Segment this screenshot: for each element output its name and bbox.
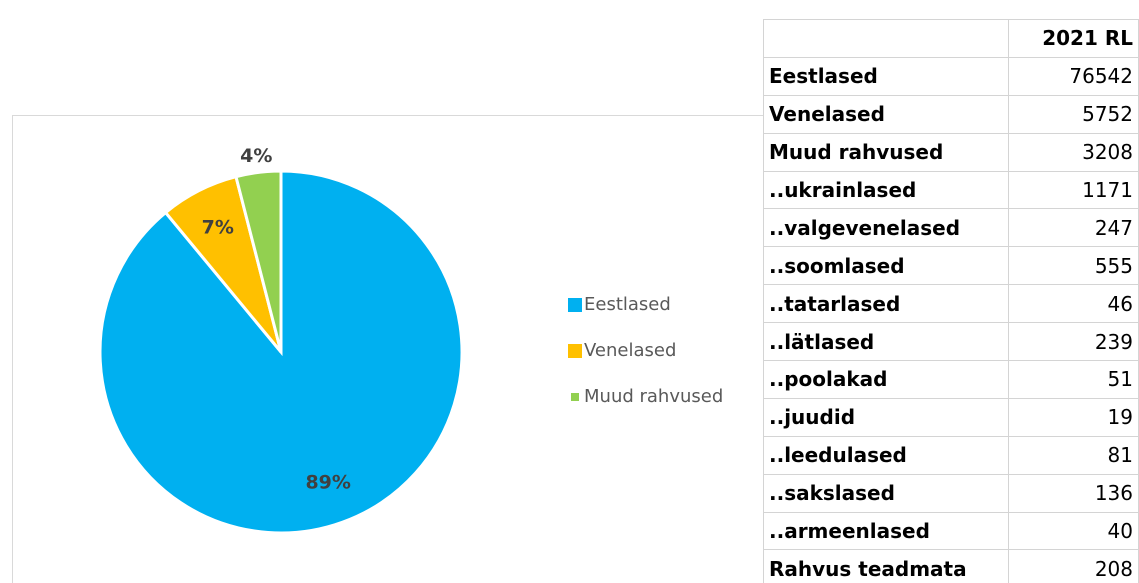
header-cell: 2021 RL — [1007, 19, 1139, 58]
row-label: ..poolakad — [763, 360, 1009, 399]
row-label: ..sakslased — [763, 473, 1009, 513]
data-label: 7% — [202, 216, 234, 238]
data-label: 4% — [240, 145, 272, 167]
data-label: 89% — [305, 472, 350, 494]
row-label: Venelased — [763, 94, 1009, 134]
row-label: Rahvus teadmata — [763, 549, 1009, 583]
table-row: ..armeenlased 40 — [763, 511, 1139, 551]
table-row: ..tatarlased 46 — [763, 284, 1139, 324]
pie-slice — [234, 169, 283, 353]
table-row: ..valgevenelased 247 — [763, 208, 1139, 248]
row-label: Eestlased — [763, 56, 1009, 96]
row-value: 46 — [1007, 284, 1139, 324]
row-label: ..soomlased — [763, 246, 1009, 286]
row-value: 239 — [1007, 322, 1139, 362]
row-value: 76542 — [1007, 56, 1139, 96]
row-label: ..lätlased — [763, 322, 1009, 362]
row-value: 51 — [1007, 360, 1139, 399]
row-value: 555 — [1007, 246, 1139, 286]
row-value: 19 — [1007, 397, 1139, 437]
data-table: 2021 RL Eestlased 76542 Venelased 5752 Muud … — [763, 19, 1139, 583]
header-blank — [763, 19, 1009, 58]
row-value: 247 — [1007, 208, 1139, 248]
table-row: ..poolakad 51 — [763, 360, 1139, 399]
legend-label: Venelased — [584, 340, 676, 361]
table-row: Eestlased 76542 — [763, 56, 1139, 96]
table-row: ..ukrainlased 1171 — [763, 170, 1139, 210]
row-label: Muud rahvused — [763, 132, 1009, 172]
row-value: 40 — [1007, 511, 1139, 551]
row-value: 1171 — [1007, 170, 1139, 210]
legend-swatch — [568, 298, 582, 312]
row-value: 208 — [1007, 549, 1139, 583]
row-label: ..valgevenelased — [763, 208, 1009, 248]
table-row: Muud rahvused 3208 — [763, 132, 1139, 172]
legend-label: Muud rahvused — [584, 386, 723, 407]
legend-swatch — [568, 344, 582, 358]
table-row: ..soomlased 555 — [763, 246, 1139, 286]
row-label: ..ukrainlased — [763, 170, 1009, 210]
row-value: 136 — [1007, 473, 1139, 513]
table-row: ..lätlased 239 — [763, 322, 1139, 362]
row-value: 5752 — [1007, 94, 1139, 134]
table-row: ..juudid 19 — [763, 397, 1139, 437]
row-label: ..tatarlased — [763, 284, 1009, 324]
table-row: Rahvus teadmata 208 — [763, 549, 1139, 583]
header-row: 2021 RL — [763, 19, 1139, 58]
legend-swatch — [571, 393, 579, 401]
row-label: ..juudid — [763, 397, 1009, 437]
legend-label: Eestlased — [584, 294, 671, 315]
table-row: ..leedulased 81 — [763, 435, 1139, 475]
row-label: ..leedulased — [763, 435, 1009, 475]
table-row: Venelased 5752 — [763, 94, 1139, 134]
row-value: 3208 — [1007, 132, 1139, 172]
row-label: ..armeenlased — [763, 511, 1009, 551]
row-value: 81 — [1007, 435, 1139, 475]
table-row: ..sakslased 136 — [763, 473, 1139, 513]
